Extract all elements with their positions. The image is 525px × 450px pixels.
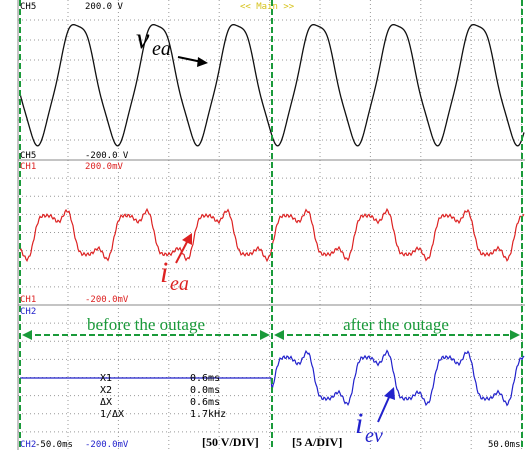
signal-sub: ea	[170, 273, 189, 295]
cursor-value: 1.7kHz	[190, 409, 226, 420]
scale-label: -200.0mV	[85, 295, 129, 305]
pointer-arrow	[182, 233, 192, 245]
pointer-arrow	[384, 387, 395, 400]
outage-markers	[19, 0, 523, 450]
channel-label: CH1	[20, 162, 36, 172]
pointer-arrow	[197, 57, 208, 67]
annotation: before the outage	[87, 315, 205, 334]
cursor-value: 0.6ms	[190, 397, 220, 408]
cursor-name: X1	[100, 373, 112, 384]
signal-name: i	[355, 407, 363, 440]
cursor-name: ΔX	[100, 397, 112, 408]
scale-label: 200.0mV	[85, 162, 124, 172]
signal-sub: ev	[365, 425, 383, 447]
signal-name: i	[160, 256, 168, 289]
channel-label: CH2	[20, 307, 36, 317]
channel-label: CH2	[20, 440, 36, 450]
annotation: after the outage	[343, 315, 449, 334]
scale-label: 200.0 V	[85, 2, 124, 12]
cursor-name: X2	[100, 385, 112, 396]
cursor-value: 0.6ms	[190, 373, 220, 384]
time-end: 50.0ms	[488, 440, 521, 450]
arrowheads	[22, 330, 520, 340]
cursor-value: 0.0ms	[190, 385, 220, 396]
mode-label: << Main >>	[240, 2, 295, 12]
scale-annotation: [50 V/DIV]	[202, 435, 259, 449]
cursor-name: 1/ΔX	[100, 409, 124, 420]
time-start: -50.0ms	[35, 440, 73, 450]
signal-name: v	[136, 22, 150, 55]
signal-sub: ea	[152, 38, 171, 60]
grid	[18, 0, 525, 450]
channel-label: CH5	[20, 2, 36, 12]
channel-label: CH1	[20, 295, 36, 305]
scale-label: -200.0 V	[85, 151, 129, 161]
cursor-readout: X1 0.6ms X2 0.0ms ΔX 0.6ms 1/ΔX 1.7kHz	[100, 373, 226, 420]
pointer-arrow	[377, 394, 391, 423]
scale-annotation: [5 A/DIV]	[292, 435, 342, 449]
pointer-arrow	[175, 239, 189, 264]
scale-label: -200.0mV	[85, 440, 129, 450]
channel-label: CH5	[20, 151, 36, 161]
